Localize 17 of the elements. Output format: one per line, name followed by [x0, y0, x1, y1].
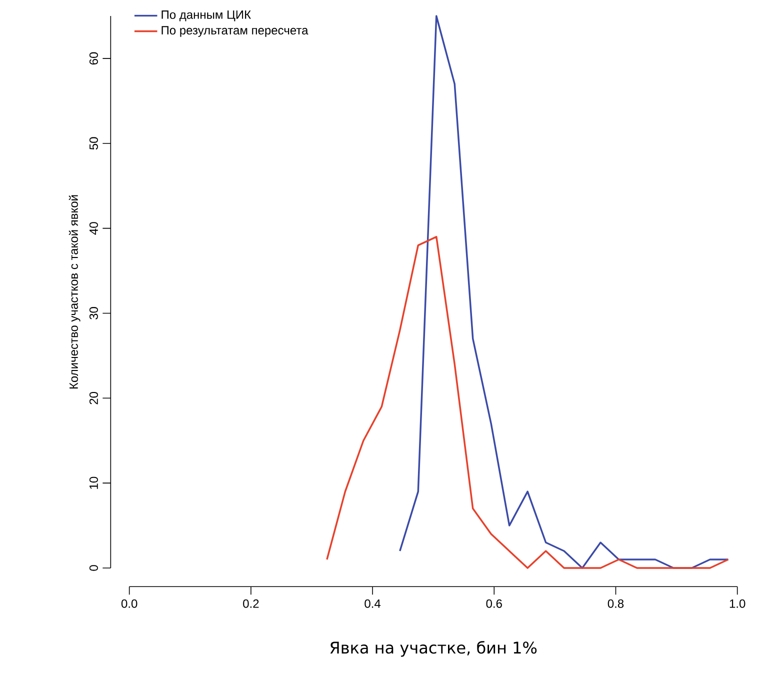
x-axis-title: Явка на участке, бин 1%	[330, 640, 537, 657]
y-tick-label: 20	[89, 392, 98, 404]
y-tick-label: 0	[89, 564, 98, 571]
legend-label: По результатам пересчета	[162, 26, 308, 37]
legend-label: По данным ЦИК	[162, 10, 251, 22]
x-tick-label: 1.0	[730, 599, 746, 608]
y-tick-label: 60	[89, 52, 98, 64]
y-tick-label: 50	[89, 137, 98, 150]
y-axis-title: Количество участков с такой явкой	[68, 195, 80, 388]
x-tick-label: 0.2	[243, 599, 259, 608]
x-tick-label: 0.4	[364, 599, 381, 608]
x-tick-label: 0.6	[486, 599, 502, 608]
y-tick-label: 30	[89, 306, 98, 320]
y-tick-label: 10	[89, 476, 98, 489]
x-tick-label: 0.0	[121, 599, 138, 608]
x-tick-label: 0.8	[608, 599, 624, 608]
y-tick-label: 40	[89, 222, 98, 235]
